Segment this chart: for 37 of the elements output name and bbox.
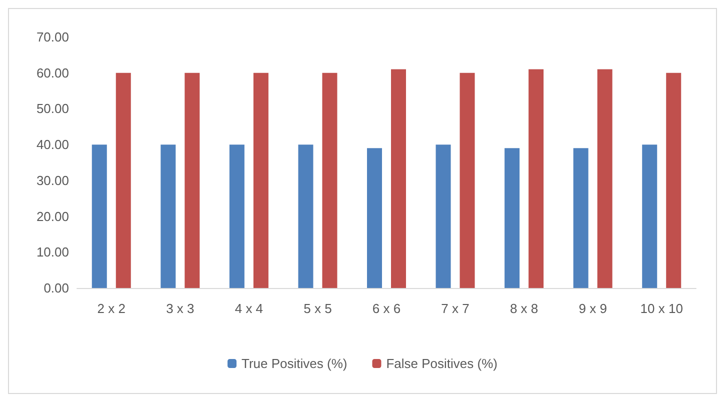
x-tick-label: 10 x 10 (640, 301, 683, 316)
legend-label: False Positives (%) (386, 356, 498, 371)
y-tick-label: 0.00 (44, 280, 69, 296)
bar (460, 72, 475, 288)
bar (367, 148, 382, 288)
bar (597, 69, 612, 288)
bar (573, 148, 588, 288)
bar (436, 144, 451, 288)
x-tick-label: 5 x 5 (304, 301, 332, 316)
x-tick-label: 9 x 9 (578, 301, 607, 316)
bar (322, 72, 338, 288)
bar (298, 144, 314, 288)
bar (184, 72, 200, 288)
bar (666, 72, 682, 288)
bar (92, 144, 107, 288)
bar (642, 144, 658, 288)
bar (504, 148, 520, 288)
y-tick-label: 10.00 (36, 244, 69, 260)
y-tick-label: 60.00 (36, 65, 69, 80)
x-tick-label: 3 x 3 (166, 301, 194, 316)
x-tick-label: 6 x 6 (372, 301, 401, 316)
x-tick-label: 2 x 2 (97, 301, 126, 316)
bar (253, 72, 268, 288)
x-tick-label: 8 x 8 (510, 301, 538, 316)
y-tick-label: 40.00 (36, 137, 69, 152)
bar (160, 144, 176, 288)
x-tick-label: 7 x 7 (441, 301, 470, 316)
bar (229, 144, 244, 288)
bar (391, 69, 406, 288)
bar (116, 72, 131, 288)
y-tick-label: 20.00 (36, 208, 69, 224)
x-tick-label: 4 x 4 (234, 301, 264, 316)
y-tick-label: 70.00 (36, 30, 69, 44)
y-tick-label: 50.00 (36, 101, 69, 116)
legend-label: True Positives (%) (242, 356, 348, 371)
bar (528, 69, 544, 288)
y-tick-label: 30.00 (36, 172, 69, 188)
